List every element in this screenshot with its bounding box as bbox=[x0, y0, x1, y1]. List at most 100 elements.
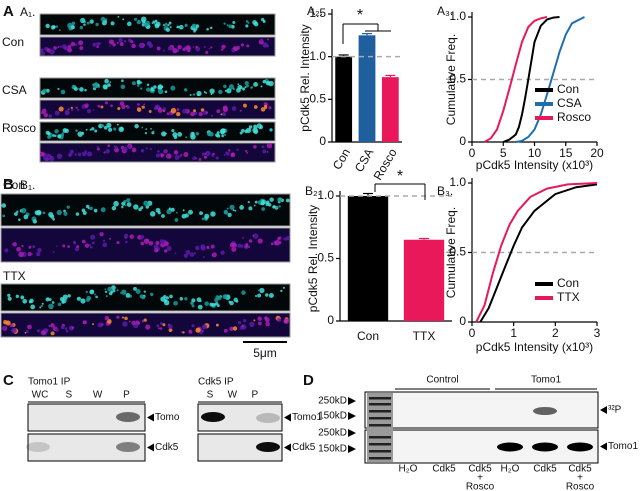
image-puncta bbox=[121, 205, 124, 209]
blot-band bbox=[532, 442, 558, 452]
x-tick-label: TTX bbox=[413, 329, 436, 343]
image-puncta bbox=[250, 86, 254, 89]
x-tick-label: Con bbox=[330, 146, 353, 172]
y-tick-label: 0.5 bbox=[317, 251, 334, 265]
image-puncta bbox=[79, 25, 84, 30]
image-puncta bbox=[120, 84, 126, 90]
band-label: Tomo bbox=[155, 412, 180, 423]
ladder-band bbox=[369, 450, 391, 453]
image-puncta bbox=[162, 323, 166, 327]
image-puncta bbox=[52, 217, 55, 221]
image-puncta bbox=[128, 320, 131, 323]
image-puncta bbox=[58, 29, 61, 32]
bar bbox=[403, 239, 445, 321]
image-puncta bbox=[246, 151, 248, 154]
image-puncta bbox=[228, 84, 235, 90]
image-puncta bbox=[121, 201, 126, 206]
image-puncta bbox=[95, 22, 99, 27]
image-puncta bbox=[114, 147, 117, 150]
image-puncta bbox=[131, 320, 136, 325]
image-puncta bbox=[184, 23, 188, 27]
image-puncta bbox=[159, 327, 163, 330]
image-puncta bbox=[24, 331, 27, 334]
image-strip bbox=[39, 121, 276, 142]
panel-letter: C bbox=[3, 372, 14, 389]
image-puncta bbox=[193, 252, 197, 255]
blot-title: Tomo1 IP bbox=[28, 377, 71, 388]
image-puncta bbox=[204, 301, 209, 306]
image-puncta bbox=[165, 296, 169, 300]
marker-arrow bbox=[348, 445, 356, 453]
image-puncta bbox=[118, 126, 124, 133]
image-puncta bbox=[266, 151, 269, 153]
image-puncta bbox=[184, 297, 188, 301]
image-puncta bbox=[218, 89, 223, 95]
image-puncta bbox=[79, 19, 82, 22]
image-puncta bbox=[285, 236, 290, 241]
y-axis-label: pCdk5 Rel. Intensity bbox=[306, 205, 320, 312]
image-puncta bbox=[157, 108, 163, 113]
image-puncta bbox=[252, 20, 257, 25]
image-puncta bbox=[174, 154, 180, 160]
image-puncta bbox=[75, 106, 78, 109]
image-puncta bbox=[173, 300, 178, 306]
image-puncta bbox=[140, 16, 147, 22]
image-puncta bbox=[223, 84, 227, 89]
lane-label: P bbox=[251, 390, 258, 401]
image-puncta bbox=[54, 110, 60, 116]
blot-arrow bbox=[600, 442, 607, 451]
image-puncta bbox=[80, 17, 86, 24]
image-puncta bbox=[205, 50, 209, 54]
image-puncta bbox=[252, 234, 255, 237]
lane-label: H₂O bbox=[501, 464, 520, 475]
image-puncta bbox=[183, 151, 189, 158]
image-puncta bbox=[133, 204, 139, 210]
image-puncta bbox=[68, 44, 72, 49]
image-puncta bbox=[154, 105, 158, 109]
image-puncta bbox=[170, 207, 175, 212]
image-puncta bbox=[198, 111, 203, 117]
lane-label: Rosco bbox=[466, 482, 495, 491]
image-puncta bbox=[171, 128, 175, 133]
image-puncta bbox=[242, 318, 247, 323]
image-puncta bbox=[55, 328, 59, 332]
image-puncta bbox=[52, 25, 56, 29]
image-puncta bbox=[14, 212, 18, 216]
image-puncta bbox=[209, 26, 213, 30]
image-puncta bbox=[102, 84, 108, 90]
image-puncta bbox=[104, 78, 109, 84]
image-puncta bbox=[100, 207, 106, 213]
image-puncta bbox=[215, 323, 219, 327]
marker-label: 250kD bbox=[318, 396, 347, 407]
image-puncta bbox=[27, 324, 32, 330]
x-tick-label: 2 bbox=[552, 326, 559, 340]
image-puncta bbox=[261, 145, 265, 149]
image-puncta bbox=[69, 149, 74, 154]
bar bbox=[347, 196, 389, 321]
y-tick-label: 1.0 bbox=[317, 188, 334, 202]
blot-band bbox=[533, 407, 557, 415]
image-puncta bbox=[141, 23, 146, 27]
bar bbox=[335, 56, 353, 142]
image-puncta bbox=[175, 111, 181, 117]
image-puncta bbox=[231, 247, 237, 252]
marker-label: 150kD bbox=[318, 411, 347, 422]
lane-label: WC bbox=[32, 390, 49, 401]
image-puncta bbox=[210, 114, 214, 117]
image-puncta bbox=[25, 329, 29, 334]
image-puncta bbox=[265, 293, 269, 297]
cdf-line bbox=[475, 182, 598, 323]
image-puncta bbox=[105, 295, 108, 298]
ladder-band bbox=[369, 410, 391, 413]
image-puncta bbox=[264, 317, 270, 323]
image-puncta bbox=[96, 145, 99, 148]
band-label: Tomo1 bbox=[292, 412, 322, 423]
image-puncta bbox=[167, 23, 170, 27]
image-puncta bbox=[266, 44, 270, 48]
image-puncta bbox=[165, 27, 170, 32]
image-puncta bbox=[231, 106, 237, 111]
image-puncta bbox=[229, 242, 235, 248]
image-puncta bbox=[205, 91, 208, 94]
image-puncta bbox=[157, 211, 161, 215]
image-puncta bbox=[248, 206, 253, 211]
